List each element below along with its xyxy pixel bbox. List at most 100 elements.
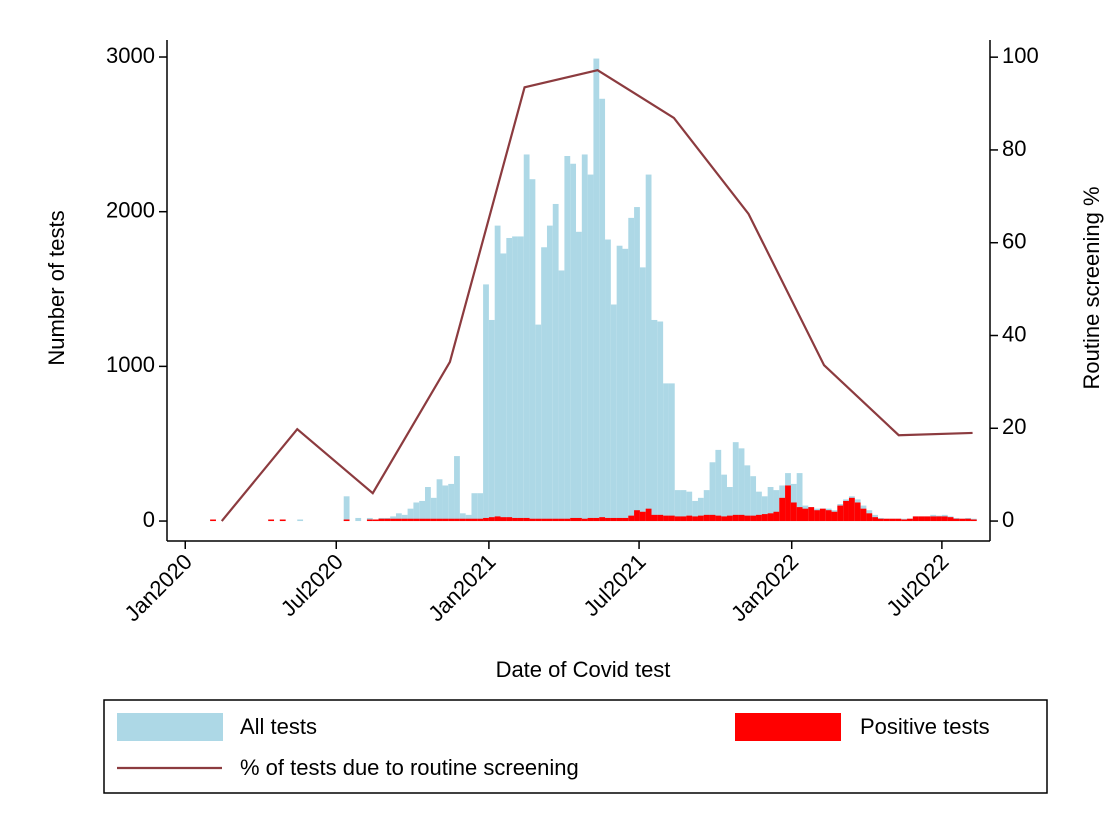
bar [837,505,844,522]
bar [761,514,768,522]
bar [697,497,704,522]
bar [732,514,739,522]
bar [680,516,687,522]
bar [686,491,693,522]
bar [703,514,710,522]
bar [459,513,466,522]
legend-swatch [117,713,223,741]
y-tick-label: 0 [143,507,155,532]
bar [442,485,449,522]
bar [918,516,925,522]
bar [436,479,443,522]
x-axis-label: Date of Covid test [496,657,671,682]
y-tick-label: 2000 [106,198,155,223]
bar [529,179,536,522]
bar [517,236,524,522]
bar [843,500,849,522]
bar [425,518,431,522]
bar [587,174,594,522]
bar [599,517,606,522]
bar [715,515,722,522]
bar [610,304,617,522]
bar [965,518,971,522]
bar [715,449,722,522]
bar [366,519,373,522]
bar [512,517,518,522]
bar [628,217,635,522]
bar [541,518,547,522]
bar [390,518,396,522]
bar [483,517,489,522]
bar [854,502,861,522]
bar [413,518,420,522]
bar [407,518,414,522]
bar [616,245,623,522]
bar [738,514,745,522]
legend-label: % of tests due to routine screening [240,755,579,780]
bar [523,517,530,522]
bar [790,502,797,522]
bar [912,516,919,522]
bar [500,517,507,522]
bar [564,156,571,522]
bar [924,516,931,522]
bar [297,519,304,522]
bar [941,516,948,522]
bar [343,496,350,522]
legend-label: All tests [240,714,317,739]
bar [599,98,606,522]
bar [663,515,669,522]
y-tick-label: 1000 [106,352,155,377]
bar [825,510,832,522]
legend-swatch [735,713,841,741]
bar [634,207,640,522]
bar [785,485,791,522]
bar [727,515,733,522]
y2-tick-label: 60 [1002,229,1026,254]
bar [953,518,960,522]
bar [529,518,536,522]
bar [767,487,774,522]
bar [622,248,629,522]
bar [535,518,542,522]
bar [587,517,594,522]
bar [819,508,826,522]
bar [546,518,553,522]
bar [605,517,611,522]
bar [552,518,559,522]
bar [622,517,629,522]
bar [576,517,582,522]
bar [970,519,977,522]
bar [430,518,437,522]
bar [692,500,698,522]
bar [703,490,710,522]
bar [883,518,890,522]
bar [395,513,402,522]
bar [558,518,565,522]
bar [686,515,693,522]
bar [616,517,623,522]
bar [889,518,896,522]
bar [697,515,704,522]
y2-tick-label: 20 [1002,414,1026,439]
bar [523,154,530,522]
bar [395,518,402,522]
bar [668,383,675,522]
y2-tick-label: 80 [1002,136,1026,161]
bar [488,319,495,522]
bar [877,518,884,522]
bar [709,514,716,522]
bar [384,518,391,522]
bar [848,497,855,522]
bar [564,518,571,522]
bar [419,500,426,522]
bar [721,474,728,522]
bar [436,518,443,522]
bar [610,517,617,522]
bar [645,174,652,522]
bar [779,497,786,522]
bar [570,163,577,522]
bar [936,516,942,522]
bar [471,518,478,522]
bar [674,490,681,522]
